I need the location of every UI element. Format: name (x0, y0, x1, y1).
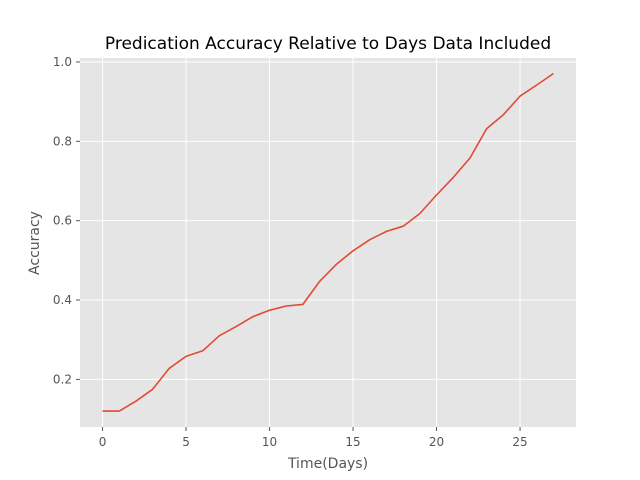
chart-title: Predication Accuracy Relative to Days Da… (105, 34, 551, 54)
y-tick-label: 0.8 (53, 134, 72, 148)
data-point (536, 84, 538, 86)
data-point (202, 350, 204, 352)
data-point (402, 225, 404, 227)
data-point (502, 114, 504, 116)
data-point (268, 309, 270, 311)
x-tick-label: 10 (262, 435, 277, 449)
data-point (452, 176, 454, 178)
y-tick-label: 0.6 (53, 214, 72, 228)
accuracy-series-line (102, 72, 554, 412)
data-point (118, 410, 120, 412)
y-tick-label: 0.2 (53, 372, 72, 386)
y-axis-ticks: 0.2 0.4 0.6 0.8 1.0 (53, 55, 80, 386)
data-point (352, 250, 354, 252)
series-group (101, 72, 554, 412)
x-tick-label: 5 (182, 435, 190, 449)
data-point (435, 194, 437, 196)
data-point (302, 303, 304, 305)
data-point (552, 72, 554, 74)
x-tick-label: 25 (512, 435, 527, 449)
x-axis-ticks: 0 5 10 15 20 25 (99, 427, 528, 449)
plot-area (80, 58, 576, 427)
data-point (235, 325, 237, 327)
data-point (151, 388, 153, 390)
x-tick-label: 20 (429, 435, 444, 449)
y-tick-label: 0.4 (53, 293, 72, 307)
data-point (335, 263, 337, 265)
data-point (485, 127, 487, 129)
data-point (519, 95, 521, 97)
data-point (285, 305, 287, 307)
data-point (318, 280, 320, 282)
x-tick-label: 15 (345, 435, 360, 449)
data-point (218, 335, 220, 337)
data-point (168, 367, 170, 369)
data-point (385, 230, 387, 232)
data-point (252, 315, 254, 317)
x-axis-label: Time(Days) (287, 456, 368, 472)
data-point (135, 400, 137, 402)
y-tick-label: 1.0 (53, 55, 72, 69)
data-point (419, 212, 421, 214)
data-point (185, 355, 187, 357)
data-point (101, 410, 103, 412)
y-axis-label: Accuracy (27, 211, 43, 275)
grid-lines (80, 58, 576, 427)
data-point (469, 157, 471, 159)
data-point (369, 239, 371, 241)
x-tick-label: 0 (99, 435, 107, 449)
